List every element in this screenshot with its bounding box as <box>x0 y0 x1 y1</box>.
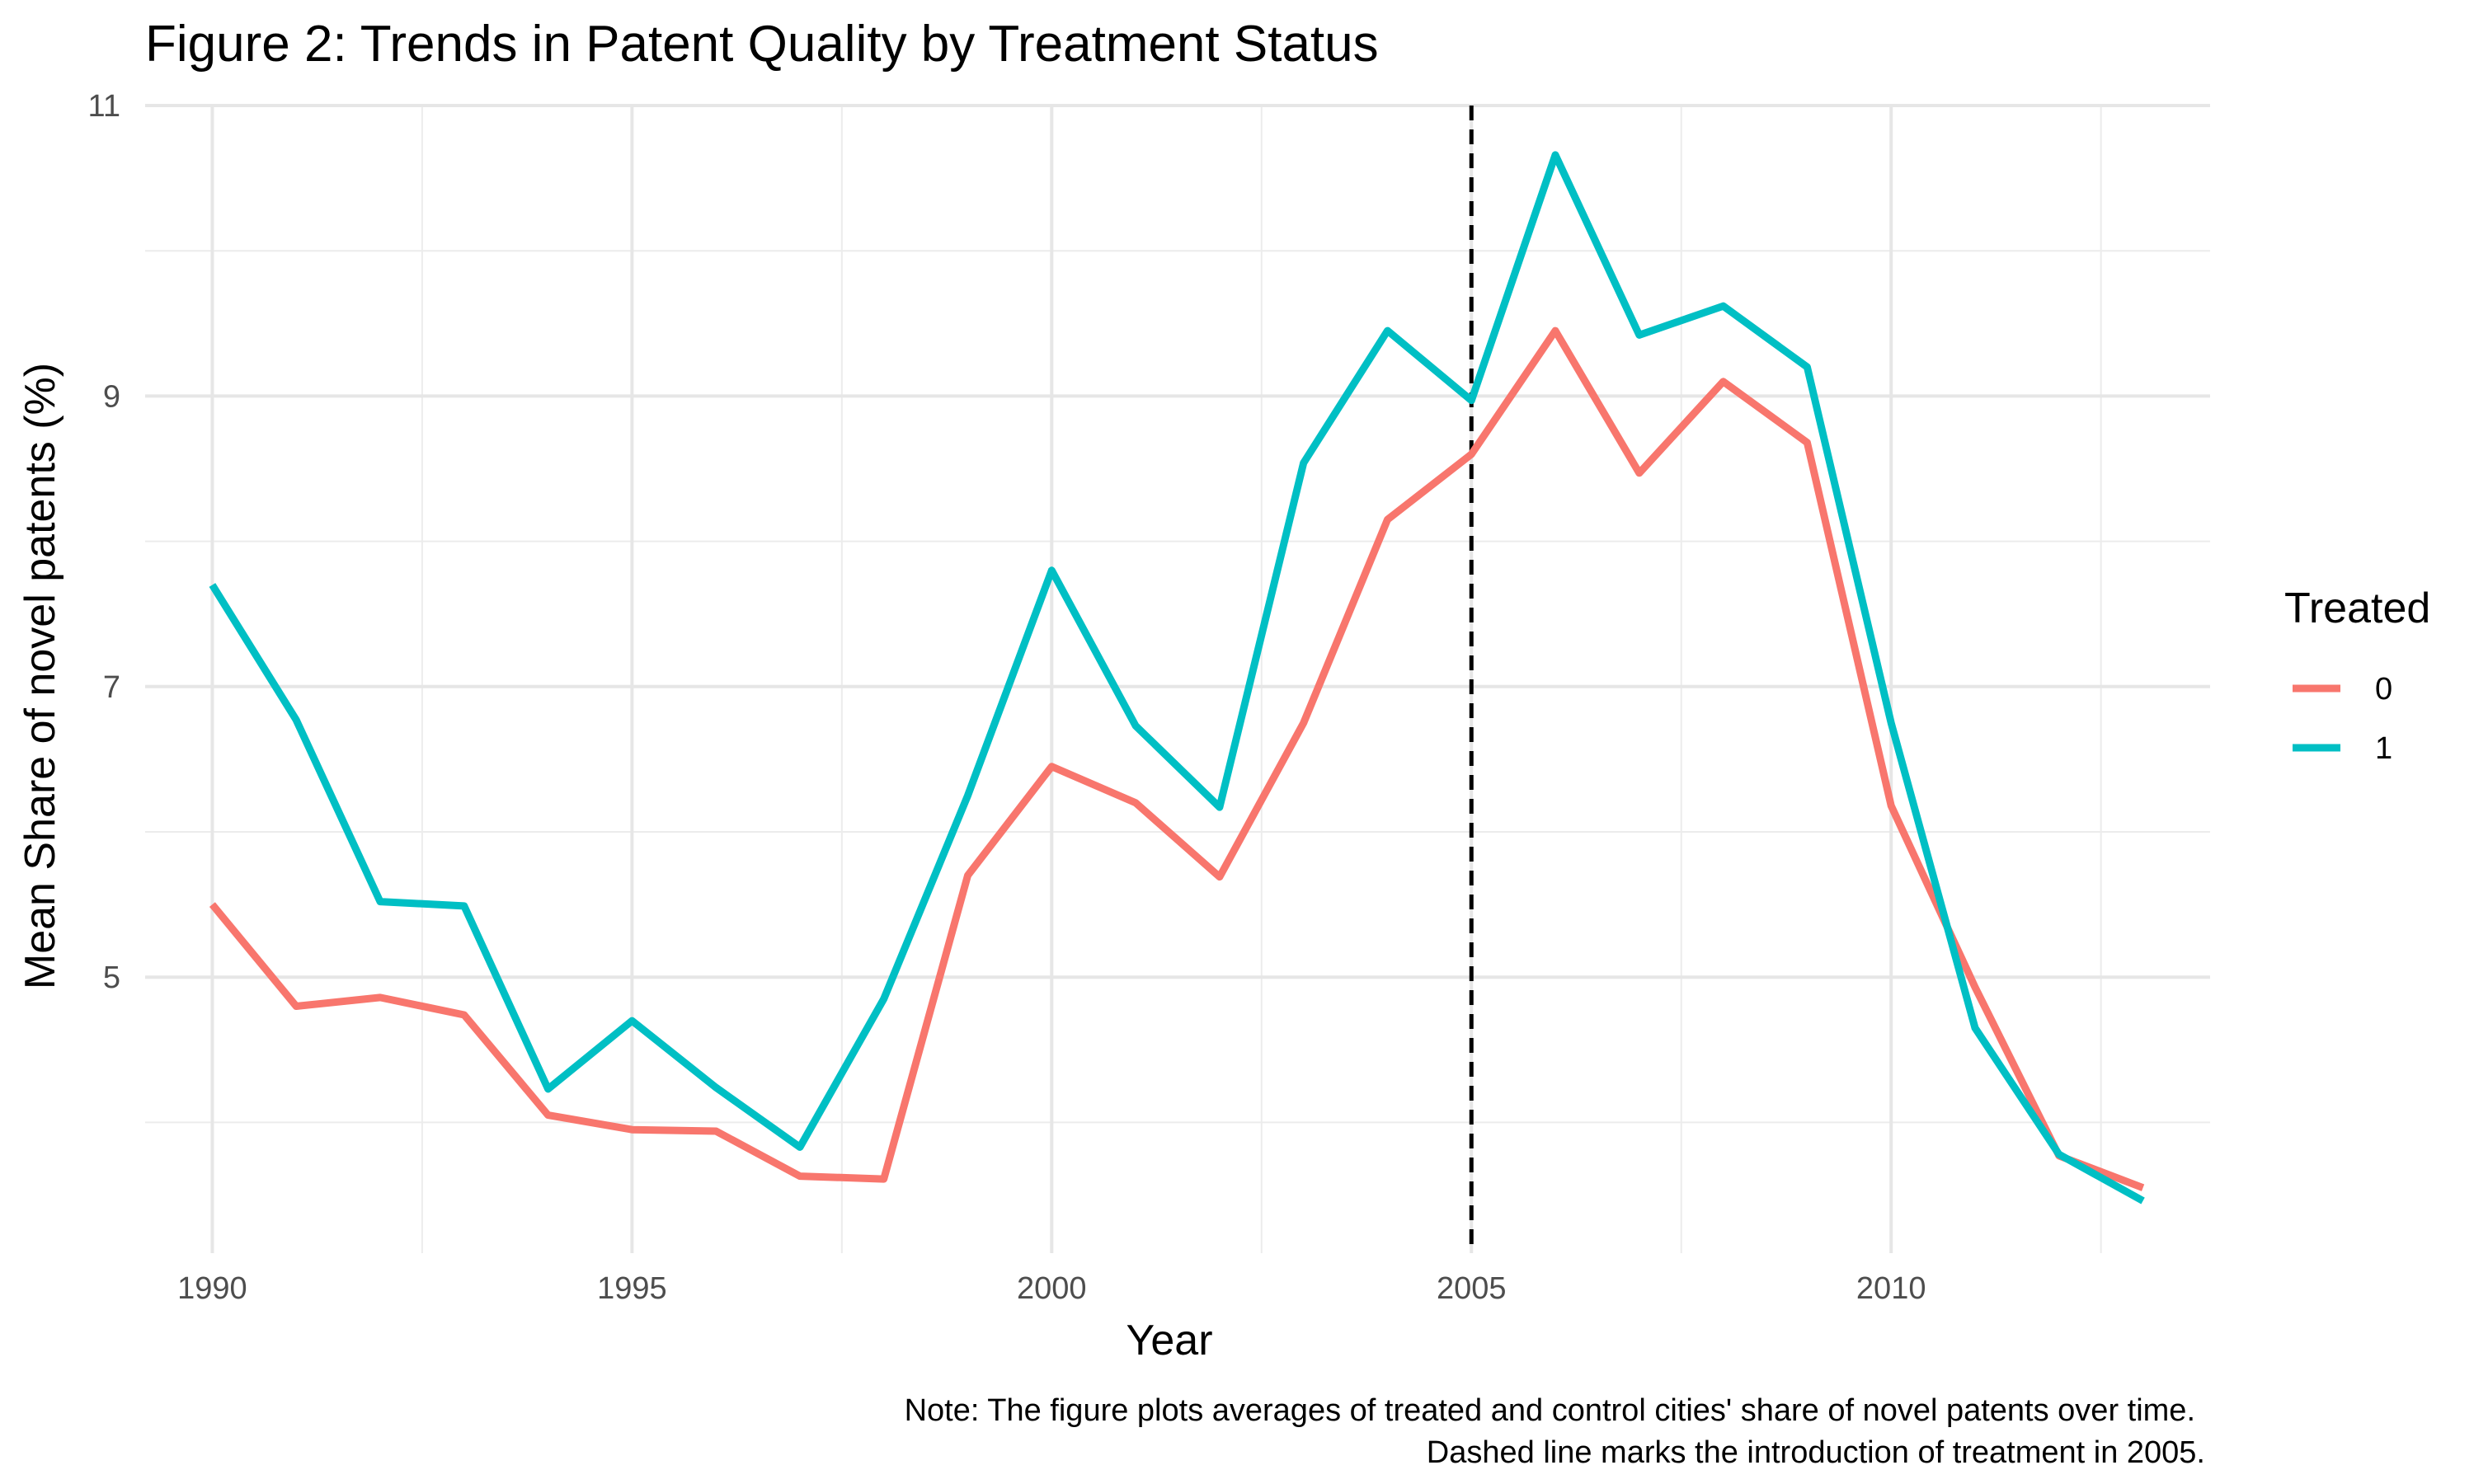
x-tick-label: 2000 <box>1017 1271 1087 1306</box>
x-axis-title: Year <box>1126 1317 1212 1364</box>
figure-note-line-1: Note: The figure plots averages of treat… <box>905 1393 2195 1428</box>
legend-label-1: 1 <box>2375 731 2392 766</box>
x-tick-label: 2010 <box>1856 1271 1926 1306</box>
y-tick-label: 11 <box>88 89 120 124</box>
y-tick-label: 7 <box>103 670 120 705</box>
series-line-1 <box>209 151 2145 1205</box>
series-line-0 <box>209 326 2145 1191</box>
y-tick-label: 9 <box>103 379 120 414</box>
axis-ticks: 1990 1995 2000 2005 2010 5 7 9 11 <box>88 89 1926 1306</box>
x-tick-label: 1990 <box>177 1271 247 1306</box>
figure-note-line-2: Dashed line marks the introduction of tr… <box>1427 1435 2205 1470</box>
grid <box>145 104 2210 1253</box>
legend-items: 01 <box>2293 672 2392 766</box>
legend-label-0: 0 <box>2375 672 2392 707</box>
x-tick-label: 2005 <box>1437 1271 1507 1306</box>
x-tick-label: 1995 <box>597 1271 667 1306</box>
legend: Treated 01 <box>2284 585 2430 766</box>
chart-title: Figure 2: Trends in Patent Quality by Tr… <box>145 16 1379 73</box>
series-layer <box>209 151 2145 1205</box>
y-axis-title: Mean Share of novel patents (%) <box>16 363 64 989</box>
y-tick-label: 5 <box>103 960 120 995</box>
legend-title: Treated <box>2284 585 2430 632</box>
